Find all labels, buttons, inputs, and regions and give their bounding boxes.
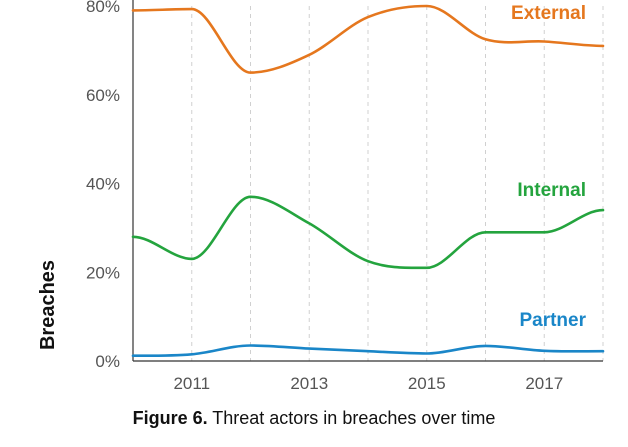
- axes: 0% 20% 40% 60% 80% 2011 2013 2015 2017: [86, 0, 603, 393]
- x-tick-label: 2017: [525, 374, 563, 393]
- series-line-partner: [131, 344, 605, 358]
- y-tick-label: 40%: [86, 175, 120, 194]
- x-tick-label: 2011: [173, 374, 210, 393]
- y-tick-label: 0%: [95, 352, 120, 371]
- y-tick-label: 80%: [86, 0, 120, 16]
- series-label-internal: Internal: [517, 180, 586, 201]
- grid: [191, 6, 604, 361]
- series-line-external: [131, 4, 605, 74]
- series-line-internal: [131, 195, 605, 270]
- series-label-external: External: [511, 3, 586, 24]
- figure-caption-text: Threat actors in breaches over time: [207, 408, 496, 428]
- y-axis-label: Breaches: [37, 260, 59, 350]
- x-tick-label: 2013: [290, 374, 328, 393]
- line-chart: 0% 20% 40% 60% 80% 2011 2013 2015 2017 External I…: [37, 0, 605, 393]
- x-tick-label: 2015: [408, 374, 446, 393]
- series-labels: External Internal Partner: [511, 3, 587, 331]
- figure-number: Figure 6.: [132, 408, 208, 428]
- figure-caption: Figure 6. Threat actors in breaches over…: [0, 408, 628, 429]
- y-tick-label: 60%: [86, 86, 120, 105]
- series-label-partner: Partner: [519, 310, 586, 331]
- y-tick-label: 20%: [86, 263, 120, 282]
- series-lines: [131, 4, 605, 358]
